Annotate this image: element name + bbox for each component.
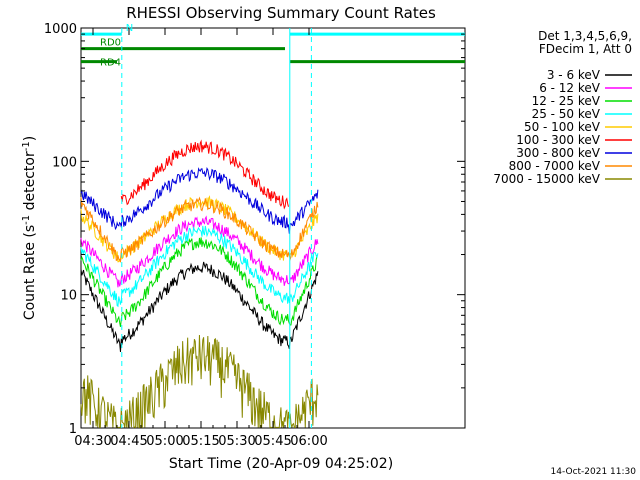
series-line-5 [120,139,289,210]
y-label-superscript-2: -1 [21,141,32,151]
y-tick-label: 1 [69,422,77,437]
legend: Det 1,3,4,5,6,9, FDecim 1, Att 0 3 - 6 k… [493,29,632,186]
series-line-0 [80,261,319,353]
chart-title: RHESSI Observing Summary Count Rates [126,4,436,22]
y-label-superscript: -1 [21,215,32,225]
legend-label: 50 - 100 keV [524,120,601,134]
series-line-3 [80,225,319,308]
timestamp: 14-Oct-2021 11:30 [551,467,637,477]
x-tick-label: 05:00 [146,434,183,449]
series-line-1 [80,215,319,288]
attenuator-markers [121,28,312,428]
series-line-2 [80,237,319,327]
legend-label: 25 - 50 keV [532,107,601,121]
legend-label: 300 - 800 keV [516,146,600,160]
y-tick-label: 1000 [44,22,77,37]
x-tick-label: 06:00 [290,434,327,449]
series-line-7 [80,196,319,263]
y-label-prefix: Count Rate (s [22,225,38,320]
x-axis-label: Start Time (20-Apr-09 04:25:02) [169,456,393,472]
legend-label: 12 - 25 keV [532,94,601,108]
x-tick-label: 05:30 [218,434,255,449]
legend-label: 3 - 6 keV [547,68,601,82]
legend-header-2: FDecim 1, Att 0 [539,42,632,56]
data-series [80,139,319,429]
flag-label-rd0: RD0 [100,38,121,49]
y-tick-label: 10 [60,289,77,304]
y-label-suffix: detector [22,151,38,215]
legend-label: 6 - 12 keV [539,81,601,95]
x-tick-label: 04:30 [74,434,111,449]
y-tick-label: 100 [52,155,77,170]
flag-label-n: N [126,23,133,34]
y-axis-label: Count Rate (s-1 detector-1) [21,136,38,320]
legend-label: 100 - 300 keV [516,133,600,147]
legend-label: 800 - 7000 keV [509,159,601,173]
legend-label: 7000 - 15000 keV [493,172,600,186]
flag-bars: N RD0 RD4 [81,23,465,69]
series-line-6 [80,166,319,234]
x-tick-label: 05:45 [254,434,291,449]
x-tick-label: 05:15 [182,434,219,449]
series-line-8 [80,334,319,429]
y-label-end: ) [22,136,38,141]
flag-label-rd4: RD4 [100,58,121,69]
x-tick-label: 04:45 [110,434,147,449]
legend-header-1: Det 1,3,4,5,6,9, [538,29,632,43]
plot-frame [80,27,466,429]
